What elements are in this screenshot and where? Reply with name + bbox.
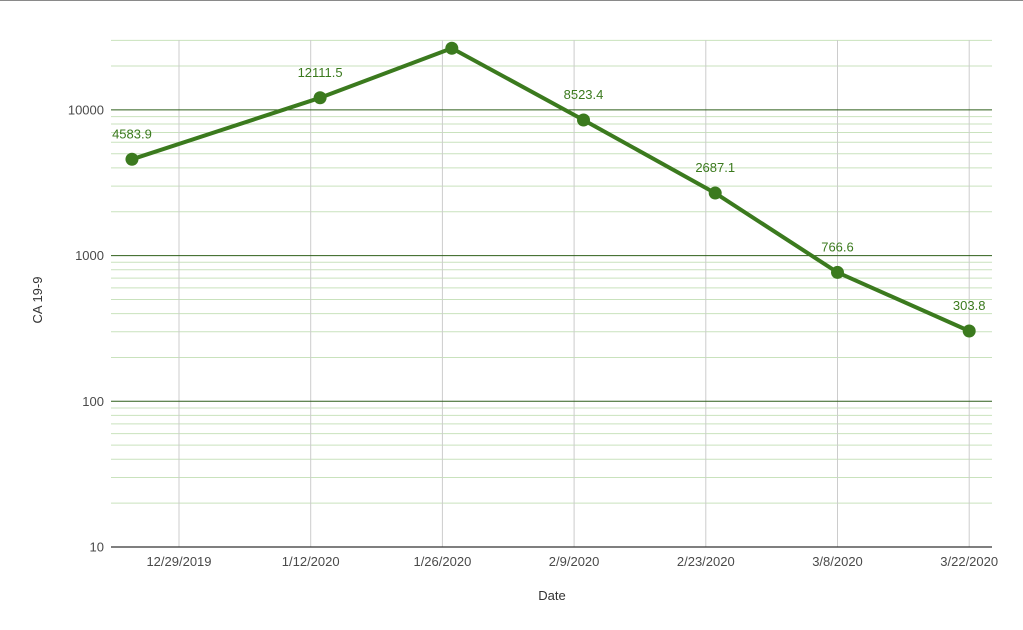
y-tick-label: 10000 bbox=[68, 102, 104, 117]
data-point bbox=[577, 113, 591, 127]
y-tick-label: 100 bbox=[82, 394, 104, 409]
data-label: 2687.1 bbox=[695, 160, 735, 175]
data-label: 766.6 bbox=[821, 239, 854, 254]
x-tick-label: 2/23/2020 bbox=[677, 554, 735, 569]
data-point bbox=[313, 91, 327, 105]
x-tick-label: 1/12/2020 bbox=[282, 554, 340, 569]
y-tick-label: 10 bbox=[90, 540, 104, 555]
x-tick-label: 3/22/2020 bbox=[940, 554, 998, 569]
data-point bbox=[445, 41, 459, 55]
series-line bbox=[130, 46, 972, 333]
data-point bbox=[962, 324, 976, 338]
grid bbox=[111, 39, 992, 547]
x-tick-label: 1/26/2020 bbox=[413, 554, 471, 569]
x-tick-label: 3/8/2020 bbox=[812, 554, 863, 569]
x-axis: 12/29/2019 1/12/2020 1/26/2020 2/9/2020 2/23… bbox=[111, 546, 998, 569]
data-label: 8523.4 bbox=[564, 87, 604, 102]
data-label: 4583.9 bbox=[112, 126, 152, 141]
data-labels: 4583.9 12111.5 8523.4 2687.1 766.6 303.8 bbox=[112, 65, 985, 313]
data-point bbox=[125, 152, 139, 166]
x-tick-label: 12/29/2019 bbox=[146, 554, 211, 569]
series bbox=[125, 41, 976, 338]
y-tick-label: 1000 bbox=[75, 248, 104, 263]
y-axis: 10 100 1000 10000 bbox=[68, 102, 104, 554]
data-point bbox=[708, 186, 722, 200]
x-axis-title: Date bbox=[538, 588, 565, 603]
data-label: 303.8 bbox=[953, 298, 986, 313]
x-tick-label: 2/9/2020 bbox=[549, 554, 600, 569]
data-point bbox=[831, 265, 844, 279]
data-label: 12111.5 bbox=[298, 65, 343, 80]
top-border bbox=[0, 0, 1023, 1]
y-axis-title: CA 19-9 bbox=[30, 277, 45, 324]
